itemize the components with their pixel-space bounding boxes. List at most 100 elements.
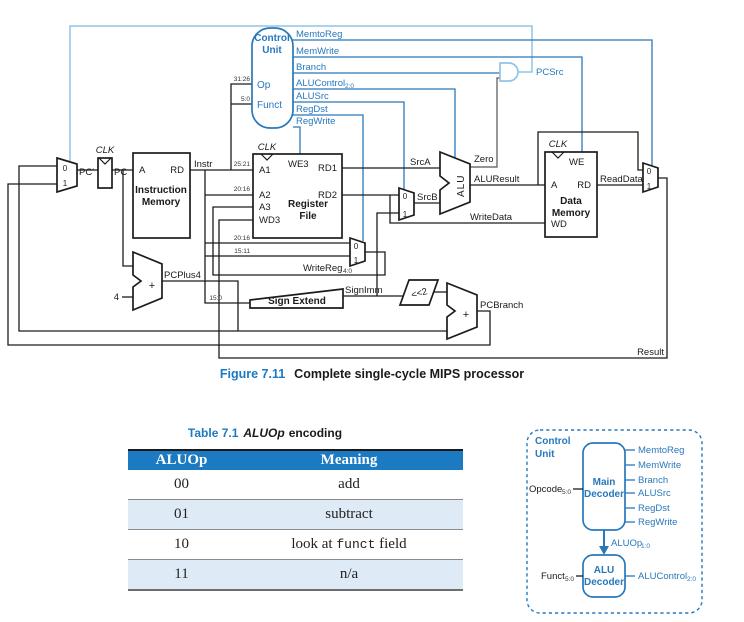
aluop-table: ALUOp Meaning 00 add 01 subtract 10 look… — [128, 449, 463, 591]
imem-a-port: A — [139, 165, 146, 176]
cud-alucontrol: ALUControl — [638, 571, 687, 582]
alu-decoder-box — [582, 554, 626, 598]
cud-alusrc: ALUSrc — [638, 488, 671, 499]
table-title: Table 7.1 ALUOp encoding — [97, 426, 433, 440]
pc-mux — [56, 156, 78, 194]
control-wires — [290, 39, 653, 241]
main-decoder-label-1: Main — [593, 477, 616, 488]
zero-label: Zero — [474, 154, 494, 165]
imem-title-1: Instruction — [135, 185, 187, 196]
rf-clk-wedge — [260, 153, 274, 161]
bits-imm: 15:0 — [209, 295, 222, 302]
four-label: 4 — [114, 292, 119, 303]
rf-a1-port: A1 — [259, 165, 271, 176]
wire-pcplus4-rail — [18, 165, 447, 332]
table-cell-meaning: n/a — [339, 566, 359, 582]
result-label: Result — [637, 347, 664, 358]
srca-label: SrcA — [410, 157, 431, 168]
wire-pc-down — [122, 170, 133, 267]
cud-regdst: RegDst — [638, 503, 670, 514]
pc-clk-wedge — [98, 157, 112, 165]
cud-title-1: Control — [535, 436, 571, 447]
datapath-wires — [7, 83, 668, 359]
rf-wd3-port: WD3 — [259, 215, 280, 226]
wire-pcbranch-rail — [7, 183, 491, 346]
diagram-labels: CLK CLK CLK PC' PC A RD Instruction Memo… — [63, 29, 665, 358]
table-title-number: Table 7.1 — [187, 426, 239, 440]
srcb-mux-1: 1 — [403, 210, 408, 219]
rf-clk-label: CLK — [258, 142, 277, 153]
bits-rt: 20:16 — [234, 186, 251, 193]
opcode-sub: 5:0 — [562, 489, 571, 496]
cud-branch: Branch — [638, 475, 668, 486]
rf-a2-port: A2 — [259, 190, 271, 201]
figure-caption-number: Figure 7.11 — [219, 367, 286, 381]
dmem-title-1: Data — [560, 196, 582, 207]
pc-next-label: PC' — [79, 167, 94, 178]
dmem-a-port: A — [551, 180, 558, 191]
cu-op-port: Op — [257, 80, 271, 91]
aluop-label: ALUOp — [611, 538, 642, 549]
pcsrc-and-gate — [499, 62, 519, 82]
table-row: 01 subtract — [128, 499, 463, 529]
memtoreg-label: MemtoReg — [296, 29, 342, 40]
writereg-sub: 4:0 — [343, 268, 352, 275]
funct-sub: 5:0 — [565, 576, 574, 583]
imem-title-2: Memory — [142, 197, 181, 208]
alusrc-label: ALUSrc — [296, 91, 329, 102]
pcplus4-label: PCPlus4 — [164, 270, 201, 281]
meaning-pre: look at — [291, 536, 337, 552]
table-cell-meaning: add — [338, 476, 360, 492]
writereg-mux-1: 1 — [354, 256, 359, 265]
table-cell-meaning: subtract — [325, 506, 373, 522]
bits-rs: 25:21 — [234, 161, 251, 168]
dmem-clk-wedge — [551, 151, 565, 159]
pc-clk-label: CLK — [96, 145, 115, 156]
alu-decoder-label-1: ALU — [594, 565, 615, 576]
dmem-clk-label: CLK — [549, 139, 568, 150]
wire-alusrc — [291, 101, 405, 190]
readdata-label: ReadData — [600, 174, 643, 185]
pcsrc-wires — [69, 25, 533, 161]
alucontrol-label: ALUControl — [296, 78, 345, 89]
rf-we3-port: WE3 — [288, 159, 309, 170]
table-header-row: ALUOp Meaning — [128, 449, 463, 470]
wire-memtoreg — [290, 39, 653, 166]
cud-regwrite: RegWrite — [638, 517, 677, 528]
shift-left-2 — [398, 279, 440, 306]
pc-label: PC — [114, 167, 127, 178]
alu-shape — [439, 150, 471, 216]
wire-pcsrc — [69, 25, 533, 161]
pcplus4-adder — [132, 250, 163, 312]
dmem-rd-port: RD — [577, 180, 591, 191]
alu-label: ALU — [456, 175, 467, 197]
pcbranch-plus: + — [463, 309, 469, 321]
aluresult-label: ALUResult — [474, 174, 520, 185]
shift2-label: <<2 — [410, 286, 429, 301]
regdst-label: RegDst — [296, 104, 328, 115]
wire-regdst — [292, 114, 364, 241]
data-memory-box — [544, 151, 598, 238]
regwrite-label: RegWrite — [296, 116, 335, 127]
table-cell-meaning: look at funct field — [235, 536, 463, 553]
table-row: 00 add — [128, 470, 463, 499]
writereg-mux — [349, 236, 366, 268]
processor-diagram: CLK CLK CLK PC' PC A RD Instruction Memo… — [7, 25, 668, 359]
cu-title-1: Control — [254, 33, 290, 44]
result-mux — [642, 161, 659, 194]
rf-title-2: File — [299, 211, 317, 222]
cud-memwrite: MemWrite — [638, 460, 681, 471]
writedata-label: WriteData — [470, 212, 513, 223]
wire-pcplus4-out — [162, 280, 239, 331]
pcbranch-label: PCBranch — [480, 300, 523, 311]
alucontrol-sub: 2:0 — [345, 83, 354, 90]
instr-label: Instr — [194, 159, 212, 170]
wire-memwrite — [290, 56, 583, 152]
control-unit-box — [251, 27, 294, 129]
wire-regwrite — [293, 126, 301, 154]
figure-caption-text: Complete single-cycle MIPS processor — [294, 367, 525, 381]
bits-funct: 5:0 — [241, 96, 250, 103]
table-row: 11 n/a — [128, 559, 463, 591]
register-file-box — [252, 153, 343, 239]
